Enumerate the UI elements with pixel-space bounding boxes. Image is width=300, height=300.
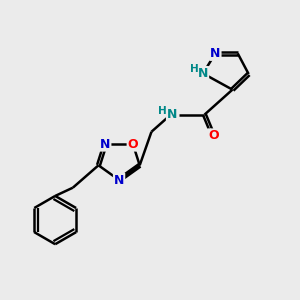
Text: N: N	[114, 173, 124, 187]
Text: N: N	[100, 138, 110, 151]
Text: O: O	[128, 138, 138, 151]
Text: N: N	[210, 47, 220, 60]
Text: N: N	[198, 67, 208, 80]
Text: H: H	[190, 64, 199, 74]
Text: H: H	[158, 106, 167, 116]
Text: O: O	[208, 129, 219, 142]
Text: N: N	[167, 108, 177, 121]
